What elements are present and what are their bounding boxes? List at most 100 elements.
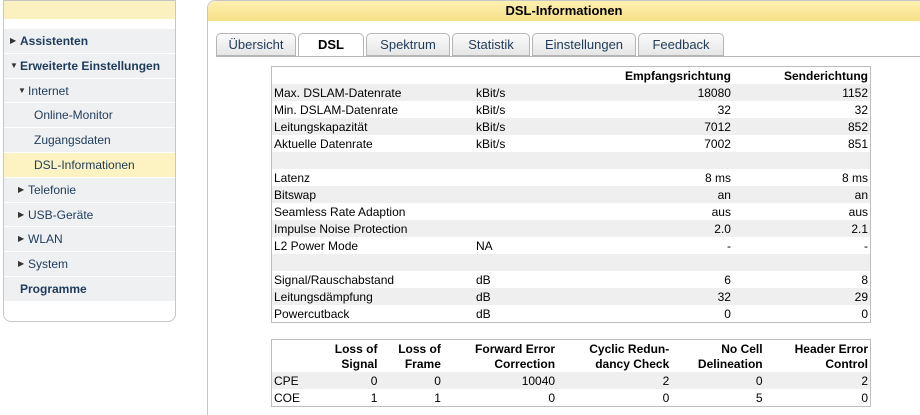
tab[interactable]: Statistik bbox=[452, 33, 530, 56]
nav-arrow: ▶ bbox=[18, 184, 25, 194]
down-value: 7002 bbox=[704, 136, 731, 151]
row-label: Signal/Rauschabstand bbox=[274, 272, 395, 287]
down-value: 6 bbox=[724, 272, 731, 287]
unit: dB bbox=[476, 289, 491, 304]
table-row: Impulse Noise Protection 2.0 2.1 bbox=[271, 220, 871, 237]
value: 0 bbox=[861, 390, 868, 405]
cell bbox=[272, 340, 317, 373]
up-value: 852 bbox=[847, 119, 868, 134]
nav-item[interactable]: ▶ USB-Geräte bbox=[4, 201, 175, 227]
unit: NA bbox=[476, 238, 493, 253]
up-value: 0 bbox=[861, 306, 868, 321]
up-value: 2.1 bbox=[851, 221, 868, 236]
tab[interactable]: Einstellungen bbox=[532, 33, 636, 56]
down-value: 32 bbox=[717, 102, 731, 117]
down-value: an bbox=[717, 187, 731, 202]
nav-item[interactable]: Online-Monitor bbox=[4, 102, 175, 128]
row-label: Seamless Rate Adaption bbox=[274, 204, 406, 219]
up-value: 32 bbox=[854, 102, 868, 117]
column-header: No Cell Delineation bbox=[671, 340, 764, 373]
unit: kBit/s bbox=[476, 102, 506, 117]
nav-label: Programme bbox=[20, 282, 87, 296]
row-label: Max. DSLAM-Datenrate bbox=[274, 85, 402, 100]
unit: kBit/s bbox=[476, 119, 506, 134]
nav-label: USB-Geräte bbox=[28, 207, 94, 222]
nav-arrow: ▶ bbox=[18, 234, 25, 244]
table-row: CPE 0 0 10040 2 0 2 bbox=[271, 372, 871, 389]
up-value: 851 bbox=[847, 136, 868, 151]
down-value: 2.0 bbox=[714, 221, 731, 236]
nav-item[interactable]: Zugangsdaten bbox=[4, 127, 175, 153]
header-line: Correction bbox=[494, 357, 556, 371]
value: 0 bbox=[755, 373, 763, 388]
header-line: Header Error bbox=[794, 342, 868, 356]
nav-item[interactable]: ▼ Internet bbox=[4, 77, 175, 103]
nav-item[interactable]: ▶ System bbox=[4, 251, 175, 277]
nav-label: Zugangsdaten bbox=[34, 133, 111, 148]
sidebar: ▶ Assistenten ▼ Erweiterte Einstellungen ▼ In… bbox=[3, 0, 176, 322]
tab[interactable]: Feedback bbox=[638, 33, 724, 56]
unit: dB bbox=[476, 272, 491, 287]
table-row: Seamless Rate Adaption aus aus bbox=[272, 203, 871, 220]
up-value: 8 bbox=[861, 272, 868, 287]
down-value: - bbox=[726, 238, 731, 253]
value: 2 bbox=[861, 373, 868, 388]
up-value: 1152 bbox=[842, 85, 868, 100]
nav-item[interactable]: ▶ Assistenten bbox=[4, 28, 175, 53]
nav-item[interactable]: ▶ WLAN bbox=[4, 226, 175, 252]
down-value: aus bbox=[711, 204, 731, 219]
value: 5 bbox=[755, 390, 763, 405]
cell bbox=[474, 67, 562, 85]
header-line: Loss of bbox=[334, 342, 378, 356]
header-line: Signal bbox=[341, 357, 378, 371]
value: 10040 bbox=[521, 373, 556, 388]
main-panel: DSL-Informationen Übersicht DSL Spektrum St… bbox=[207, 0, 920, 415]
header-line: Delineation bbox=[697, 357, 763, 371]
down-value: 32 bbox=[717, 289, 731, 304]
spacer-row bbox=[271, 152, 871, 169]
row-label: CPE bbox=[274, 373, 299, 388]
row-label: Bitswap bbox=[274, 187, 317, 202]
value: 0 bbox=[548, 390, 556, 405]
nav-label: WLAN bbox=[28, 232, 63, 247]
up-value: 8 ms bbox=[841, 170, 868, 185]
column-header: Cyclic Redun-dancy Check bbox=[557, 340, 671, 373]
cell bbox=[272, 254, 871, 271]
nav-item[interactable]: ▶ Telefonie bbox=[4, 176, 175, 202]
column-header: Header Error Control bbox=[765, 340, 871, 373]
table-row: Leitungsdämpfung dB 32 29 bbox=[271, 288, 871, 305]
unit: kBit/s bbox=[476, 85, 506, 100]
nav-item[interactable]: Programme bbox=[4, 276, 175, 301]
cell bbox=[474, 169, 562, 186]
tab[interactable]: Übersicht bbox=[216, 33, 296, 56]
column-header: Senderichtung bbox=[783, 68, 868, 83]
error-table: Loss of Signal Loss of Frame Forward Error Co… bbox=[271, 339, 871, 407]
nav-arrow: ▶ bbox=[10, 36, 17, 45]
nav-item[interactable]: ▼ Erweiterte Einstellungen bbox=[4, 52, 175, 78]
header-line: No Cell bbox=[721, 342, 763, 356]
header-line: dancy Check bbox=[595, 357, 670, 371]
table-row: Signal/Rauschabstand dB 6 8 bbox=[272, 271, 871, 288]
row-label: Leitungsdämpfung bbox=[274, 289, 373, 304]
unit: dB bbox=[476, 306, 491, 321]
up-value: aus bbox=[848, 204, 868, 219]
nav-item[interactable]: DSL-Informationen bbox=[4, 152, 175, 177]
nav-label: Online-Monitor bbox=[34, 108, 113, 123]
dsl-table: Empfangsrichtung Senderichtung Max. DSLAM-… bbox=[271, 66, 871, 323]
unit: kBit/s bbox=[476, 136, 506, 151]
up-value: 29 bbox=[854, 289, 868, 304]
up-value: - bbox=[864, 238, 868, 253]
header-line: Loss of bbox=[398, 342, 441, 356]
table-row: L2 Power Mode NA - - bbox=[272, 237, 871, 254]
column-header: Forward Error Correction bbox=[443, 340, 557, 373]
tab[interactable]: Spektrum bbox=[366, 33, 450, 56]
header-line: Frame bbox=[404, 357, 441, 371]
row-label: L2 Power Mode bbox=[274, 238, 359, 253]
row-label: COE bbox=[274, 390, 301, 405]
row-label: Min. DSLAM-Datenrate bbox=[274, 102, 399, 117]
column-header: Loss of Frame bbox=[379, 340, 442, 373]
nav-label: System bbox=[28, 257, 69, 272]
tab[interactable]: DSL bbox=[298, 33, 364, 56]
down-value: 7012 bbox=[704, 119, 731, 134]
